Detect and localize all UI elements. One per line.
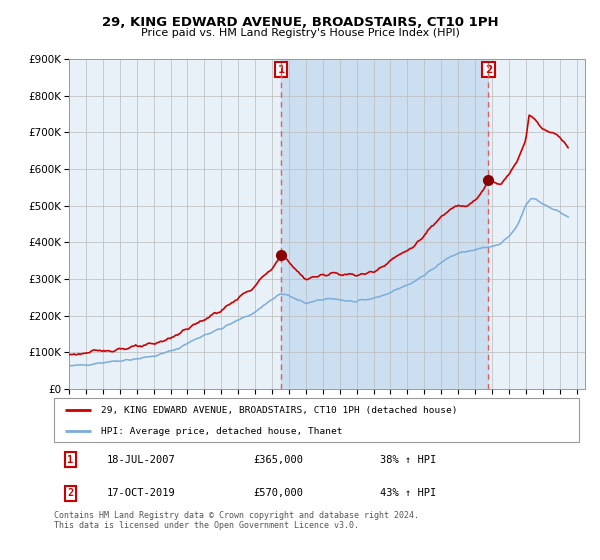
- Text: 43% ↑ HPI: 43% ↑ HPI: [380, 488, 436, 498]
- Text: £570,000: £570,000: [254, 488, 304, 498]
- Text: 29, KING EDWARD AVENUE, BROADSTAIRS, CT10 1PH: 29, KING EDWARD AVENUE, BROADSTAIRS, CT1…: [101, 16, 499, 29]
- Text: 29, KING EDWARD AVENUE, BROADSTAIRS, CT10 1PH (detached house): 29, KING EDWARD AVENUE, BROADSTAIRS, CT1…: [101, 405, 458, 414]
- Text: 18-JUL-2007: 18-JUL-2007: [107, 455, 175, 465]
- Bar: [281, 59, 488, 389]
- Text: 2: 2: [485, 65, 492, 75]
- Text: 17-OCT-2019: 17-OCT-2019: [107, 488, 175, 498]
- Text: 38% ↑ HPI: 38% ↑ HPI: [380, 455, 436, 465]
- Text: 1: 1: [278, 65, 285, 75]
- Text: Contains HM Land Registry data © Crown copyright and database right 2024.
This d: Contains HM Land Registry data © Crown c…: [54, 511, 419, 530]
- Text: Price paid vs. HM Land Registry's House Price Index (HPI): Price paid vs. HM Land Registry's House …: [140, 28, 460, 38]
- Text: £365,000: £365,000: [254, 455, 304, 465]
- Text: 2: 2: [67, 488, 73, 498]
- Text: 1: 1: [67, 455, 73, 465]
- Text: HPI: Average price, detached house, Thanet: HPI: Average price, detached house, Than…: [101, 427, 343, 436]
